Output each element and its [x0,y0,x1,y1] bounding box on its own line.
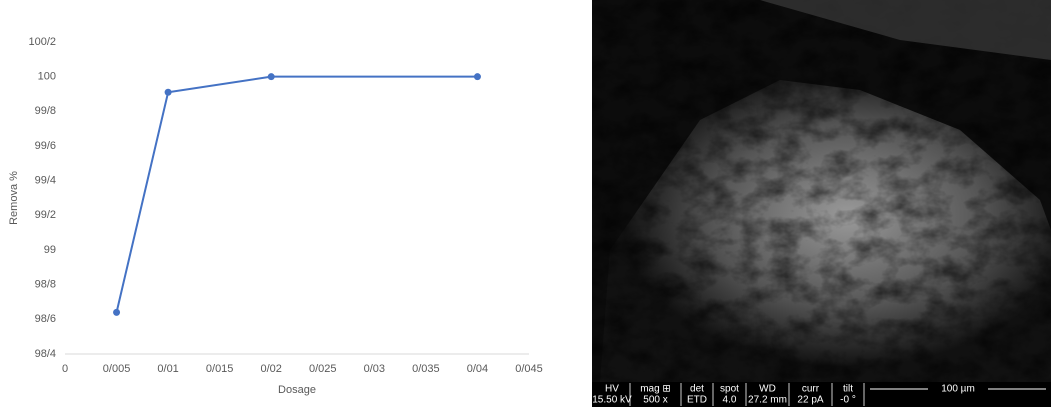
x-tick-label: 0/04 [467,363,488,375]
y-tick-label: 99/2 [35,209,56,221]
sem-image [592,0,1051,382]
info-header: det [690,384,704,395]
x-tick-label: 0/005 [103,363,131,375]
point [113,309,120,316]
info-header: HV [605,384,619,395]
line [117,77,478,313]
x-tick-label: 0/045 [515,363,543,375]
info-header: curr [802,384,820,395]
page: HV15.50 kV mag ⊞500 x detETD spot4.0 WD27.2 … [0,0,1051,407]
y-tick-label: 99/6 [35,140,56,152]
y-tick-label: 98/6 [35,313,56,325]
info-value: 15.50 kV [592,395,632,406]
x-tick-label: 0/025 [309,363,337,375]
y-tick-label: 98/8 [35,279,56,291]
info-value: ETD [687,395,707,406]
y-tick-label: 99/4 [35,175,56,187]
point [268,73,275,80]
info-value: 22 pA [797,395,823,406]
y-tick-label: 100 [38,71,56,83]
info-header: mag ⊞ [640,384,671,395]
chart: Dosage Remova % 98/4 98/6 98/8 99 99/2 99/4 99… [8,36,543,396]
info-value: 4.0 [723,395,737,406]
info-value: 500 x [643,395,667,406]
y-tick-label: 100/2 [28,36,56,48]
x-tick-label: 0/03 [364,363,385,375]
x-tick-label: 0/02 [261,363,282,375]
x-tick-label: 0/01 [157,363,178,375]
x-tick-label: 0 [62,363,68,375]
x-axis-label: Dosage [278,384,316,396]
info-header: spot [720,384,739,395]
info-header: tilt [843,384,853,395]
scale-bar-label: 100 µm [941,384,975,395]
y-tick-label: 99/8 [35,105,56,117]
x-tick-label: 0/035 [412,363,440,375]
info-header: WD [759,384,776,395]
y-axis-label: Remova % [8,171,20,225]
info-value: -0 ° [840,395,856,406]
point [165,89,172,96]
point [474,73,481,80]
x-tick-label: 0/015 [206,363,234,375]
info-value: 27.2 mm [748,395,787,406]
y-tick-label: 98/4 [35,348,56,360]
y-tick-label: 99 [44,244,56,256]
